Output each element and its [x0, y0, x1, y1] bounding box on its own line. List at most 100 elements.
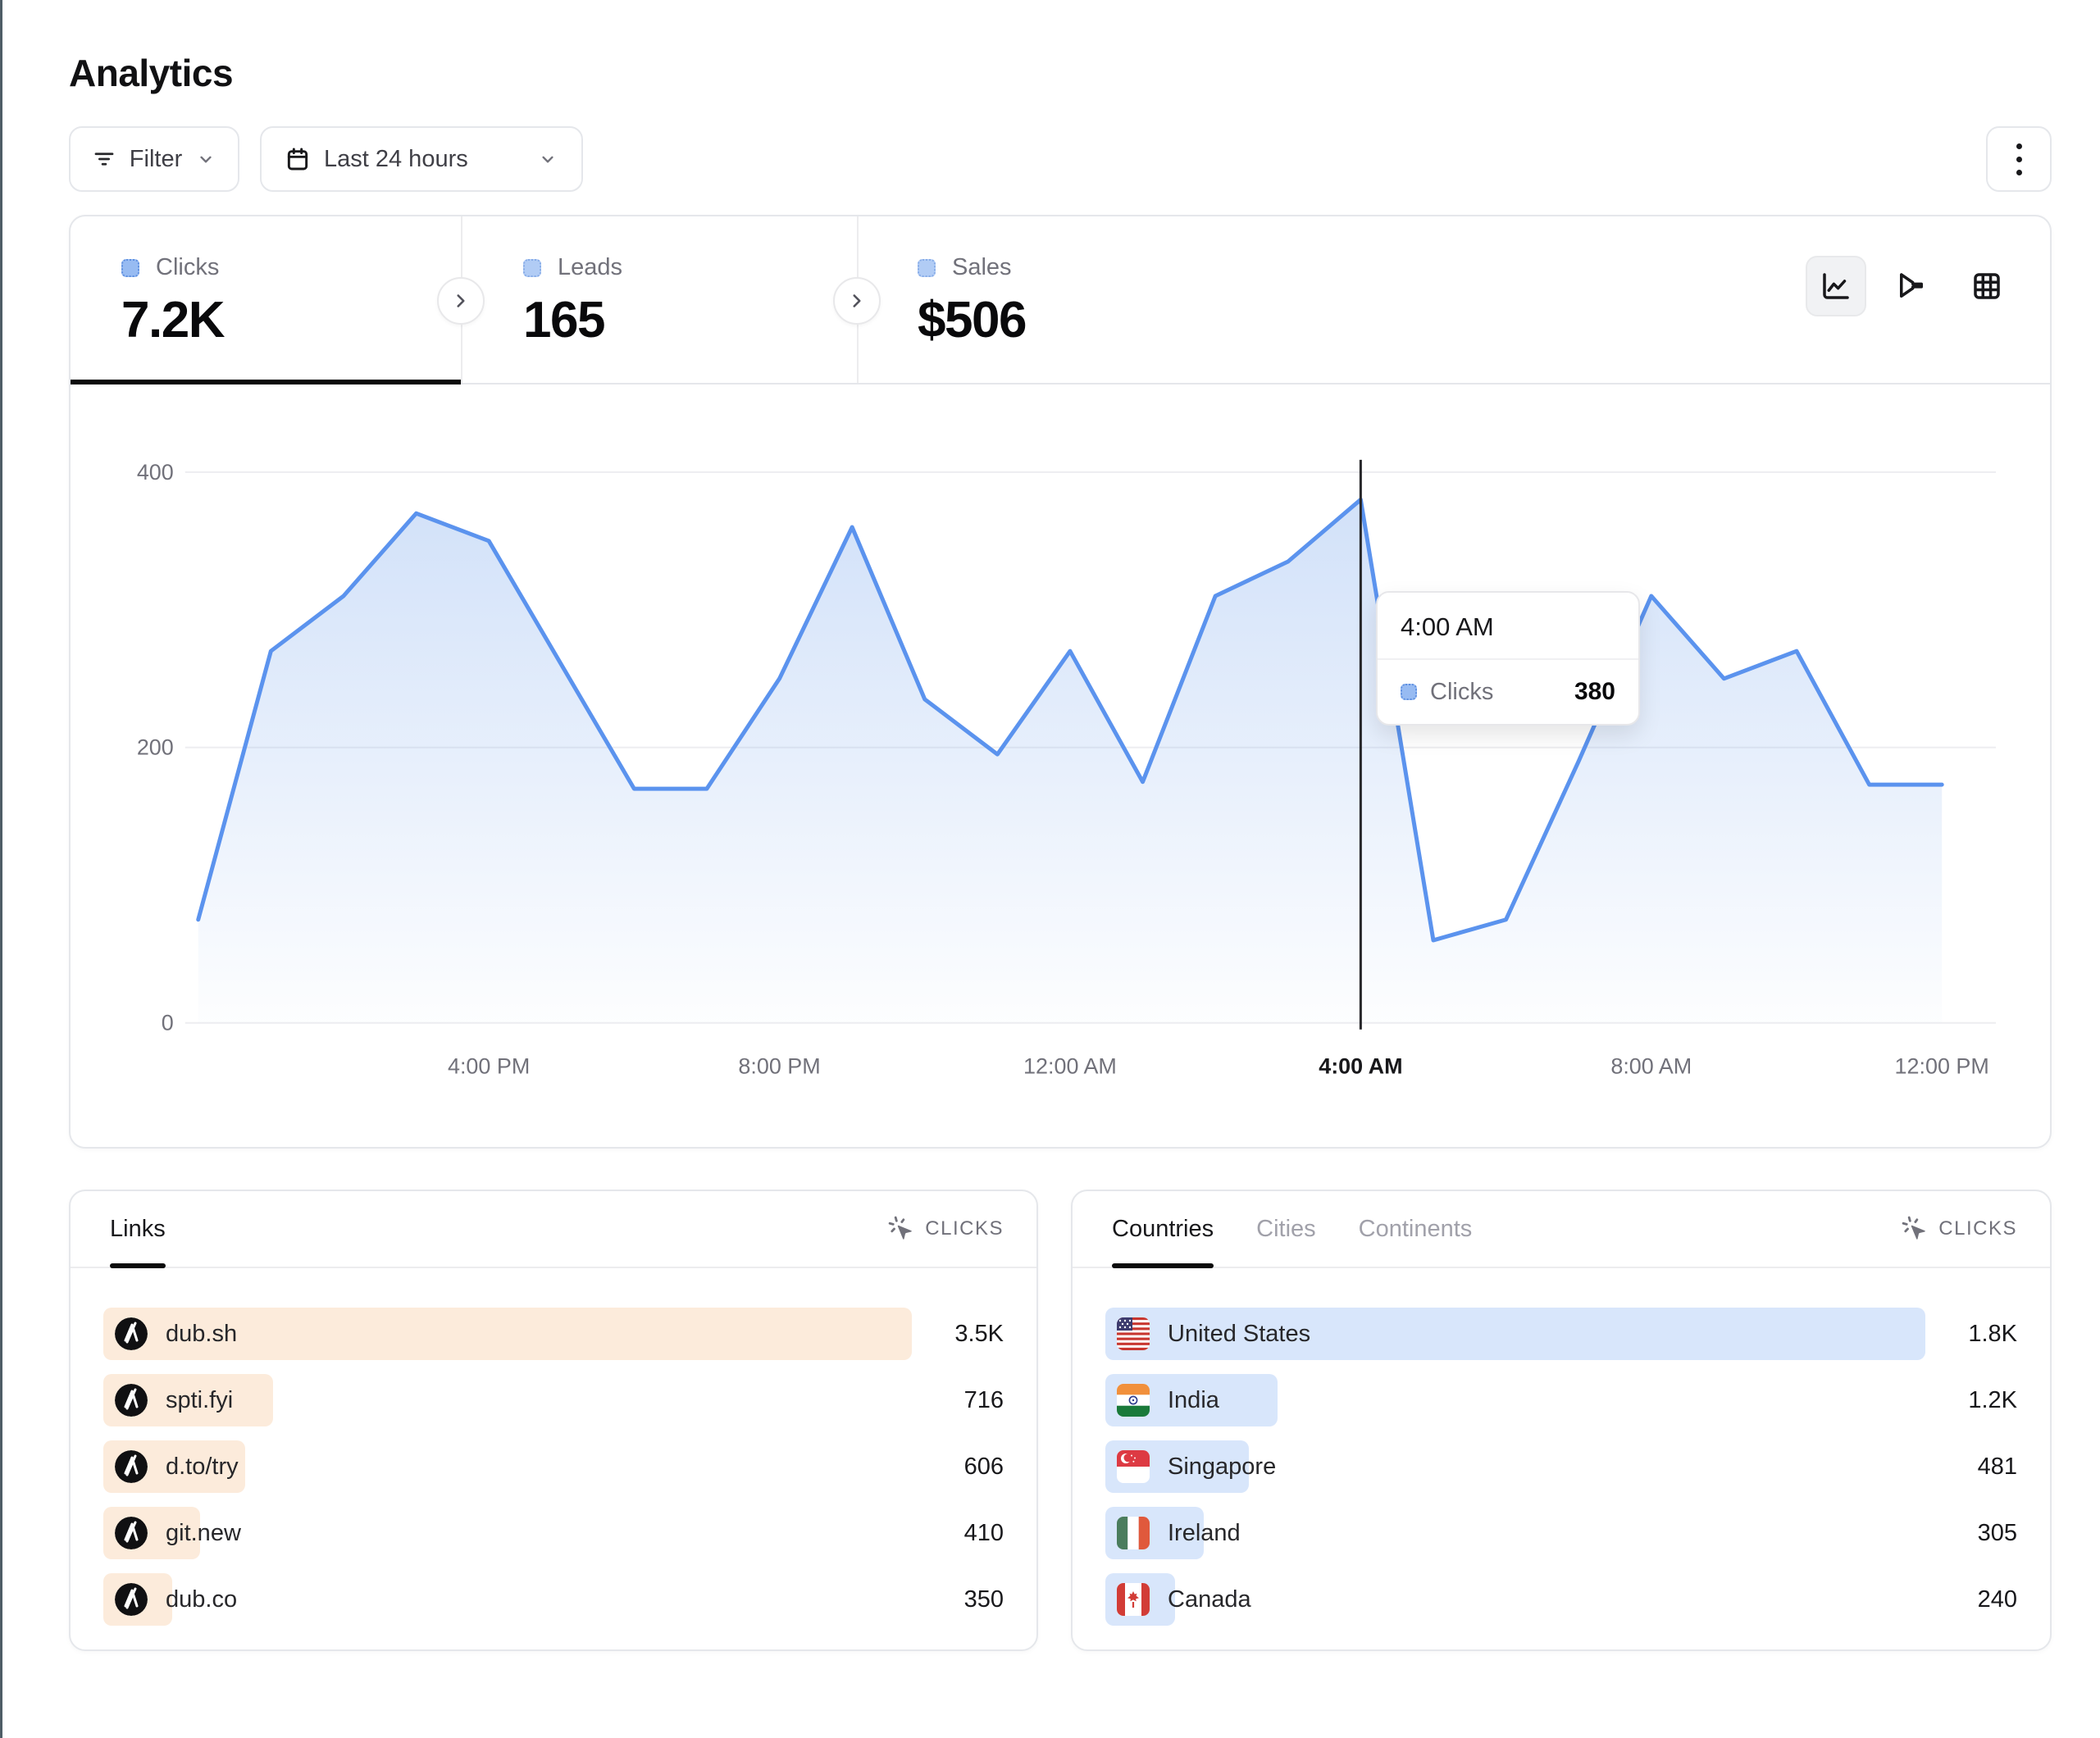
country-label: Singapore [1168, 1453, 1277, 1480]
date-range-label: Last 24 hours [324, 145, 468, 172]
country-clicks-value: 240 [1977, 1586, 2017, 1613]
funnel-chart-view-button[interactable] [1881, 256, 1942, 316]
tab-continents[interactable]: Continents [1358, 1215, 1473, 1242]
sales-legend-square-icon [918, 258, 936, 277]
more-options-button[interactable] [1986, 126, 2052, 192]
links-metric-label: CLICKS [925, 1217, 1004, 1240]
clicks-area-chart[interactable]: 0 200 400 4:00 PM 8:00 PM 12:00 AM 4:00 AM 8:00… [71, 384, 2050, 1147]
tab-cities[interactable]: Cities [1256, 1215, 1316, 1242]
country-label: Canada [1168, 1586, 1251, 1613]
country-clicks-bar [1105, 1308, 1925, 1360]
link-row[interactable]: d.to/try 606 [103, 1440, 1004, 1493]
filter-button[interactable]: Filter [69, 126, 239, 192]
ie-flag-icon [1117, 1517, 1150, 1549]
clicks-tab-value: 7.2K [121, 292, 225, 348]
expand-leads-sales-button[interactable] [833, 277, 881, 325]
dub-logo-icon [115, 1583, 148, 1616]
ca-flag-icon [1117, 1583, 1150, 1616]
mouse-pointer-click-icon [887, 1215, 915, 1243]
expand-clicks-leads-button[interactable] [437, 277, 485, 325]
links-panel: Links CLICKS dub.sh 3.5K [69, 1190, 1038, 1651]
links-metric-header[interactable]: CLICKS [887, 1191, 1004, 1267]
svg-text:400: 400 [137, 460, 174, 485]
tab-links[interactable]: Links [110, 1191, 166, 1268]
svg-text:4:00 AM: 4:00 AM [1319, 1054, 1402, 1079]
page-title: Analytics [69, 52, 234, 94]
chart-view-switcher [1806, 256, 2017, 316]
chevron-down-icon [537, 148, 558, 170]
link-label: dub.sh [166, 1320, 238, 1347]
filter-button-label: Filter [129, 145, 183, 172]
breakdown-panels: Links CLICKS dub.sh 3.5K [69, 1190, 2052, 1651]
stat-tab-leads[interactable]: Leads 165 [461, 216, 855, 383]
country-label: United States [1168, 1320, 1311, 1347]
link-clicks-value: 410 [963, 1519, 1004, 1546]
svg-text:200: 200 [137, 735, 174, 760]
countries-metric-header[interactable]: CLICKS [1901, 1191, 2017, 1267]
country-row[interactable]: India 1.2K [1105, 1374, 2017, 1426]
dub-logo-icon [115, 1384, 148, 1417]
table-view-button[interactable] [1957, 256, 2017, 316]
toolbar: Filter Last 24 hours [69, 126, 2052, 192]
date-range-button[interactable]: Last 24 hours [260, 126, 583, 192]
link-row[interactable]: git.new 410 [103, 1507, 1004, 1559]
chevron-down-icon [195, 148, 216, 170]
link-label: d.to/try [166, 1453, 239, 1480]
link-row[interactable]: dub.co 350 [103, 1573, 1004, 1626]
chart-canvas: 0 200 400 4:00 PM 8:00 PM 12:00 AM 4:00 AM 8:00… [137, 460, 1997, 1079]
filter-lines-icon [92, 147, 116, 171]
link-row[interactable]: dub.sh 3.5K [103, 1308, 1004, 1360]
country-row[interactable]: Singapore 481 [1105, 1440, 2017, 1493]
country-clicks-value: 481 [1977, 1453, 2017, 1480]
sales-tab-value: $506 [918, 292, 1027, 348]
svg-text:12:00 PM: 12:00 PM [1895, 1054, 1989, 1079]
leads-tab-label: Leads [558, 254, 623, 280]
analytics-chart-card: Clicks 7.2K Leads 165 Sales $506 [69, 215, 2052, 1149]
countries-panel-header: Countries Cities Continents CLICKS [1073, 1191, 2050, 1268]
svg-text:12:00 AM: 12:00 AM [1023, 1054, 1117, 1079]
in-flag-icon [1117, 1384, 1150, 1417]
clicks-legend-square-icon [121, 258, 139, 277]
dub-logo-icon [115, 1517, 148, 1549]
calendar-icon [285, 146, 311, 172]
country-clicks-value: 1.8K [1968, 1320, 2017, 1347]
dub-logo-icon [115, 1317, 148, 1350]
sg-flag-icon [1117, 1450, 1150, 1483]
link-clicks-value: 350 [963, 1586, 1004, 1613]
links-panel-header: Links CLICKS [71, 1191, 1036, 1268]
country-label: Ireland [1168, 1519, 1241, 1546]
tooltip-clicks-legend-icon [1401, 684, 1417, 700]
country-row[interactable]: Canada 240 [1105, 1573, 2017, 1626]
leads-legend-square-icon [523, 258, 541, 277]
links-list: dub.sh 3.5K spti.fyi 716 d.to/try 606 gi… [71, 1268, 1036, 1626]
link-label: spti.fyi [166, 1386, 234, 1413]
active-tab-underline [71, 380, 461, 384]
leads-tab-value: 165 [523, 292, 605, 348]
country-row[interactable]: United States 1.8K [1105, 1308, 2017, 1360]
mouse-pointer-click-icon [1901, 1215, 1929, 1243]
link-clicks-value: 716 [963, 1386, 1004, 1413]
svg-text:0: 0 [162, 1011, 174, 1035]
svg-text:8:00 AM: 8:00 AM [1610, 1054, 1692, 1079]
countries-panel: Countries Cities Continents CLICKS Unite… [1071, 1190, 2052, 1651]
stat-tab-sales[interactable]: Sales $506 [855, 216, 1282, 383]
country-clicks-value: 1.2K [1968, 1386, 2017, 1413]
us-flag-icon [1117, 1317, 1150, 1350]
tab-countries[interactable]: Countries [1112, 1191, 1214, 1268]
country-label: India [1168, 1386, 1219, 1413]
country-row[interactable]: Ireland 305 [1105, 1507, 2017, 1559]
stat-tab-clicks[interactable]: Clicks 7.2K [71, 216, 461, 384]
line-chart-view-button[interactable] [1806, 256, 1866, 316]
tooltip-series-label: Clicks [1430, 678, 1494, 705]
svg-text:8:00 PM: 8:00 PM [738, 1054, 820, 1079]
country-clicks-value: 305 [1977, 1519, 2017, 1546]
link-label: dub.co [166, 1586, 238, 1613]
sales-tab-label: Sales [952, 254, 1012, 280]
link-clicks-value: 3.5K [954, 1320, 1004, 1347]
window-edge-accent [0, 0, 2, 1738]
clicks-tab-label: Clicks [156, 254, 220, 280]
link-label: git.new [166, 1519, 241, 1546]
tooltip-value: 380 [1574, 678, 1615, 705]
svg-text:4:00 PM: 4:00 PM [448, 1054, 530, 1079]
link-row[interactable]: spti.fyi 716 [103, 1374, 1004, 1426]
